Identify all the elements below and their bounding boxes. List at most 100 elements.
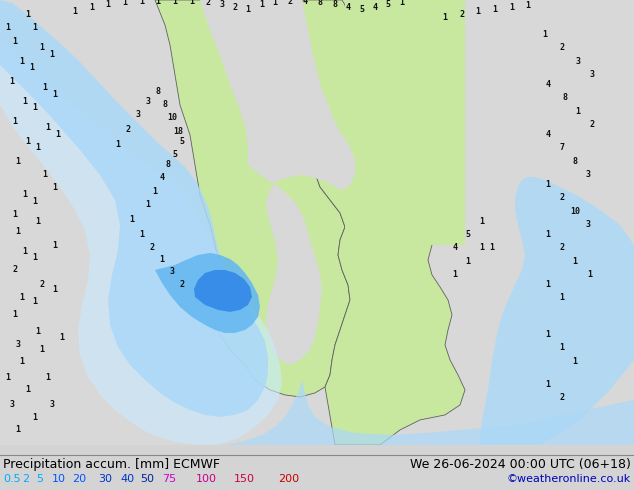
- Polygon shape: [220, 380, 634, 445]
- Text: 1: 1: [115, 141, 120, 149]
- Text: 8: 8: [332, 0, 337, 9]
- Text: 1: 1: [42, 171, 48, 179]
- Text: 1: 1: [39, 345, 44, 354]
- Text: Precipitation accum. [mm] ECMWF: Precipitation accum. [mm] ECMWF: [3, 458, 220, 471]
- Text: 1: 1: [573, 257, 578, 267]
- Text: 2: 2: [460, 10, 465, 20]
- Text: 1: 1: [53, 242, 58, 250]
- Text: 2: 2: [559, 44, 564, 52]
- Text: 1: 1: [36, 218, 41, 226]
- Text: 1: 1: [30, 64, 34, 73]
- Polygon shape: [155, 0, 350, 397]
- Text: 8: 8: [162, 100, 167, 109]
- Text: 1: 1: [13, 211, 18, 220]
- Text: 5: 5: [179, 138, 184, 147]
- Text: 1: 1: [53, 91, 58, 99]
- Text: 2: 2: [287, 0, 292, 6]
- Text: 100: 100: [196, 474, 217, 484]
- Text: 1: 1: [13, 311, 18, 319]
- Text: 1: 1: [25, 386, 30, 394]
- Text: 1: 1: [273, 0, 278, 7]
- Text: 1: 1: [49, 50, 55, 59]
- Text: 5: 5: [36, 474, 43, 484]
- Text: 1: 1: [443, 14, 448, 23]
- Text: 1: 1: [46, 123, 51, 132]
- Polygon shape: [480, 177, 634, 445]
- Text: 1: 1: [10, 77, 15, 87]
- Text: 4: 4: [453, 244, 458, 252]
- Text: 1: 1: [42, 83, 48, 93]
- Text: 1: 1: [32, 103, 37, 113]
- Text: 1: 1: [479, 244, 484, 252]
- Text: 10: 10: [570, 207, 580, 217]
- Text: 3: 3: [586, 220, 590, 229]
- Text: 1: 1: [588, 270, 593, 279]
- Text: 1: 1: [36, 144, 41, 152]
- Text: 1: 1: [545, 380, 550, 390]
- Text: 10: 10: [52, 474, 66, 484]
- Text: 3: 3: [49, 400, 55, 410]
- Text: 1: 1: [6, 373, 11, 382]
- Text: 3: 3: [219, 0, 224, 9]
- Text: 1: 1: [20, 357, 25, 367]
- Text: 1: 1: [53, 183, 58, 193]
- Text: 1: 1: [36, 327, 41, 337]
- Text: 20: 20: [72, 474, 86, 484]
- Text: 2: 2: [13, 266, 18, 274]
- Text: 75: 75: [162, 474, 176, 484]
- Text: 1: 1: [13, 118, 18, 126]
- Text: 4: 4: [545, 80, 550, 90]
- Text: 1: 1: [39, 44, 44, 52]
- Text: 1: 1: [489, 244, 495, 252]
- Text: 1: 1: [32, 253, 37, 263]
- Text: 1: 1: [453, 270, 458, 279]
- Text: 2: 2: [150, 244, 155, 252]
- Text: 1: 1: [259, 0, 264, 9]
- Polygon shape: [194, 270, 252, 312]
- Text: 1: 1: [15, 157, 20, 167]
- Text: 1: 1: [559, 294, 564, 302]
- Text: 1: 1: [22, 191, 27, 199]
- Text: 1: 1: [545, 230, 550, 240]
- Text: 1: 1: [32, 297, 37, 306]
- Text: 3: 3: [15, 341, 20, 349]
- Text: 150: 150: [234, 474, 255, 484]
- Text: 1: 1: [122, 0, 127, 7]
- Text: 2: 2: [559, 244, 564, 252]
- Text: 4: 4: [346, 3, 351, 13]
- Text: 1: 1: [526, 1, 531, 10]
- Text: 1: 1: [153, 188, 157, 196]
- Text: 1: 1: [13, 38, 18, 47]
- Text: 1: 1: [129, 216, 134, 224]
- Text: 7: 7: [559, 144, 564, 152]
- Polygon shape: [266, 183, 322, 365]
- Text: 1: 1: [32, 197, 37, 206]
- Text: 2: 2: [39, 280, 44, 290]
- Text: 2: 2: [590, 121, 595, 129]
- Text: 1: 1: [190, 0, 195, 6]
- Text: 1: 1: [32, 24, 37, 32]
- Text: 1: 1: [545, 180, 550, 190]
- Text: 30: 30: [98, 474, 112, 484]
- Text: 1: 1: [172, 0, 178, 6]
- Text: 4: 4: [545, 130, 550, 140]
- Text: 8: 8: [155, 88, 160, 97]
- Text: 3: 3: [136, 110, 141, 120]
- Text: 1: 1: [89, 3, 94, 13]
- Text: 50: 50: [140, 474, 154, 484]
- Text: 1: 1: [155, 0, 160, 6]
- Text: 3: 3: [590, 71, 595, 79]
- Text: 1: 1: [25, 10, 30, 20]
- Text: 5: 5: [385, 0, 391, 9]
- Text: 8: 8: [165, 160, 171, 170]
- Text: 1: 1: [479, 218, 484, 226]
- Text: 2: 2: [22, 474, 29, 484]
- Polygon shape: [0, 0, 282, 445]
- Text: 3: 3: [10, 400, 15, 410]
- Text: 1: 1: [245, 5, 250, 15]
- Text: 1: 1: [15, 425, 20, 435]
- Text: 1: 1: [493, 5, 498, 15]
- Text: 40: 40: [120, 474, 134, 484]
- Text: 200: 200: [278, 474, 299, 484]
- Polygon shape: [248, 0, 465, 445]
